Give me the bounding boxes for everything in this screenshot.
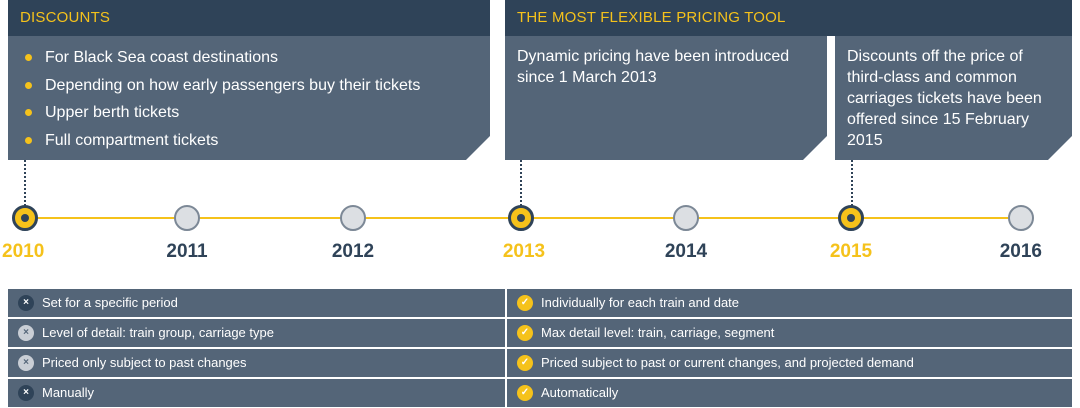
- connector-2013: [520, 160, 522, 206]
- discounts-list: For Black Sea coast destinations Dependi…: [8, 36, 490, 154]
- discounts-header: DISCOUNTS: [8, 0, 490, 36]
- comparison-cell-old: × Set for a specific period: [8, 289, 505, 317]
- year-label-2012: 2012: [331, 241, 375, 262]
- pricing-tool-title: THE MOST FLEXIBLE PRICING TOOL: [517, 9, 786, 26]
- node-center-icon: [21, 214, 29, 222]
- list-item: Depending on how early passengers buy th…: [25, 72, 490, 100]
- third-class-discount-panel: Discounts off the price of third-class a…: [835, 36, 1072, 160]
- timeline-node-2013: [508, 205, 534, 231]
- discounts-title: DISCOUNTS: [20, 9, 111, 26]
- connector-2015: [851, 160, 853, 206]
- comparison-text-old: Priced only subject to past changes: [42, 355, 247, 370]
- comparison-cell-old: × Manually: [8, 379, 505, 407]
- check-icon: ✓: [517, 295, 533, 311]
- comparison-text-new: Automatically: [541, 385, 619, 400]
- timeline-node-2010: [12, 205, 38, 231]
- timeline-node-2014: [673, 205, 699, 231]
- cross-icon: ×: [18, 295, 34, 311]
- year-label-2010: 2010: [2, 241, 45, 262]
- comparison-text-old: Set for a specific period: [42, 295, 178, 310]
- comparison-text-new: Individually for each train and date: [541, 295, 740, 310]
- cross-icon: ×: [18, 355, 34, 371]
- comparison-row: × Priced only subject to past changes ✓ …: [8, 349, 1072, 377]
- pricing-tool-header: THE MOST FLEXIBLE PRICING TOOL: [505, 0, 1072, 36]
- discounts-panel-corner: [466, 136, 490, 160]
- list-item: For Black Sea coast destinations: [25, 44, 490, 72]
- comparison-cell-old: × Priced only subject to past changes: [8, 349, 505, 377]
- comparison-cell-old: × Level of detail: train group, carriage…: [8, 319, 505, 347]
- bullet-dot-icon: [25, 54, 32, 61]
- check-icon: ✓: [517, 385, 533, 401]
- list-item: Full compartment tickets: [25, 127, 490, 155]
- bullet-dot-icon: [25, 81, 32, 89]
- node-center-icon: [517, 214, 525, 222]
- year-label-2016: 2016: [999, 241, 1042, 262]
- dynamic-pricing-text: Dynamic pricing have been introduced sin…: [517, 48, 790, 86]
- discounts-panel: For Black Sea coast destinations Dependi…: [8, 36, 490, 160]
- comparison-text-old: Manually: [42, 385, 95, 400]
- comparison-cell-new: ✓ Individually for each train and date: [507, 289, 1072, 317]
- comparison-row: × Manually ✓ Automatically: [8, 379, 1072, 407]
- timeline-node-2016: [1008, 205, 1034, 231]
- third-class-discount-text: Discounts off the price of third-class a…: [847, 48, 1042, 149]
- third-class-discount-panel-corner: [1048, 136, 1072, 160]
- bullet-dot-icon: [25, 136, 32, 144]
- year-label-2014: 2014: [664, 241, 708, 262]
- bullet-dot-icon: [25, 109, 32, 116]
- comparison-text-new: Priced subject to past or current change…: [541, 355, 914, 370]
- comparison-cell-new: ✓ Automatically: [507, 379, 1072, 407]
- timeline-node-2015: [838, 205, 864, 231]
- year-label-2013: 2013: [502, 241, 546, 262]
- connector-2010: [24, 160, 26, 206]
- comparison-cell-new: ✓ Priced subject to past or current chan…: [507, 349, 1072, 377]
- comparison-text-old: Level of detail: train group, carriage t…: [42, 325, 274, 340]
- dynamic-pricing-panel-corner: [803, 136, 827, 160]
- comparison-row: × Set for a specific period ✓ Individual…: [8, 289, 1072, 317]
- cross-icon: ×: [18, 325, 34, 341]
- check-icon: ✓: [517, 355, 533, 371]
- list-item: Upper berth tickets: [25, 99, 490, 127]
- comparison-cell-new: ✓ Max detail level: train, carriage, seg…: [507, 319, 1072, 347]
- check-icon: ✓: [517, 325, 533, 341]
- comparison-text-new: Max detail level: train, carriage, segme…: [541, 325, 775, 340]
- year-label-2011: 2011: [166, 241, 208, 262]
- node-center-icon: [847, 214, 855, 222]
- dynamic-pricing-panel: Dynamic pricing have been introduced sin…: [505, 36, 827, 160]
- cross-icon: ×: [18, 385, 34, 401]
- year-label-2015: 2015: [829, 241, 873, 262]
- timeline-node-2011: [174, 205, 200, 231]
- timeline-node-2012: [340, 205, 366, 231]
- comparison-row: × Level of detail: train group, carriage…: [8, 319, 1072, 347]
